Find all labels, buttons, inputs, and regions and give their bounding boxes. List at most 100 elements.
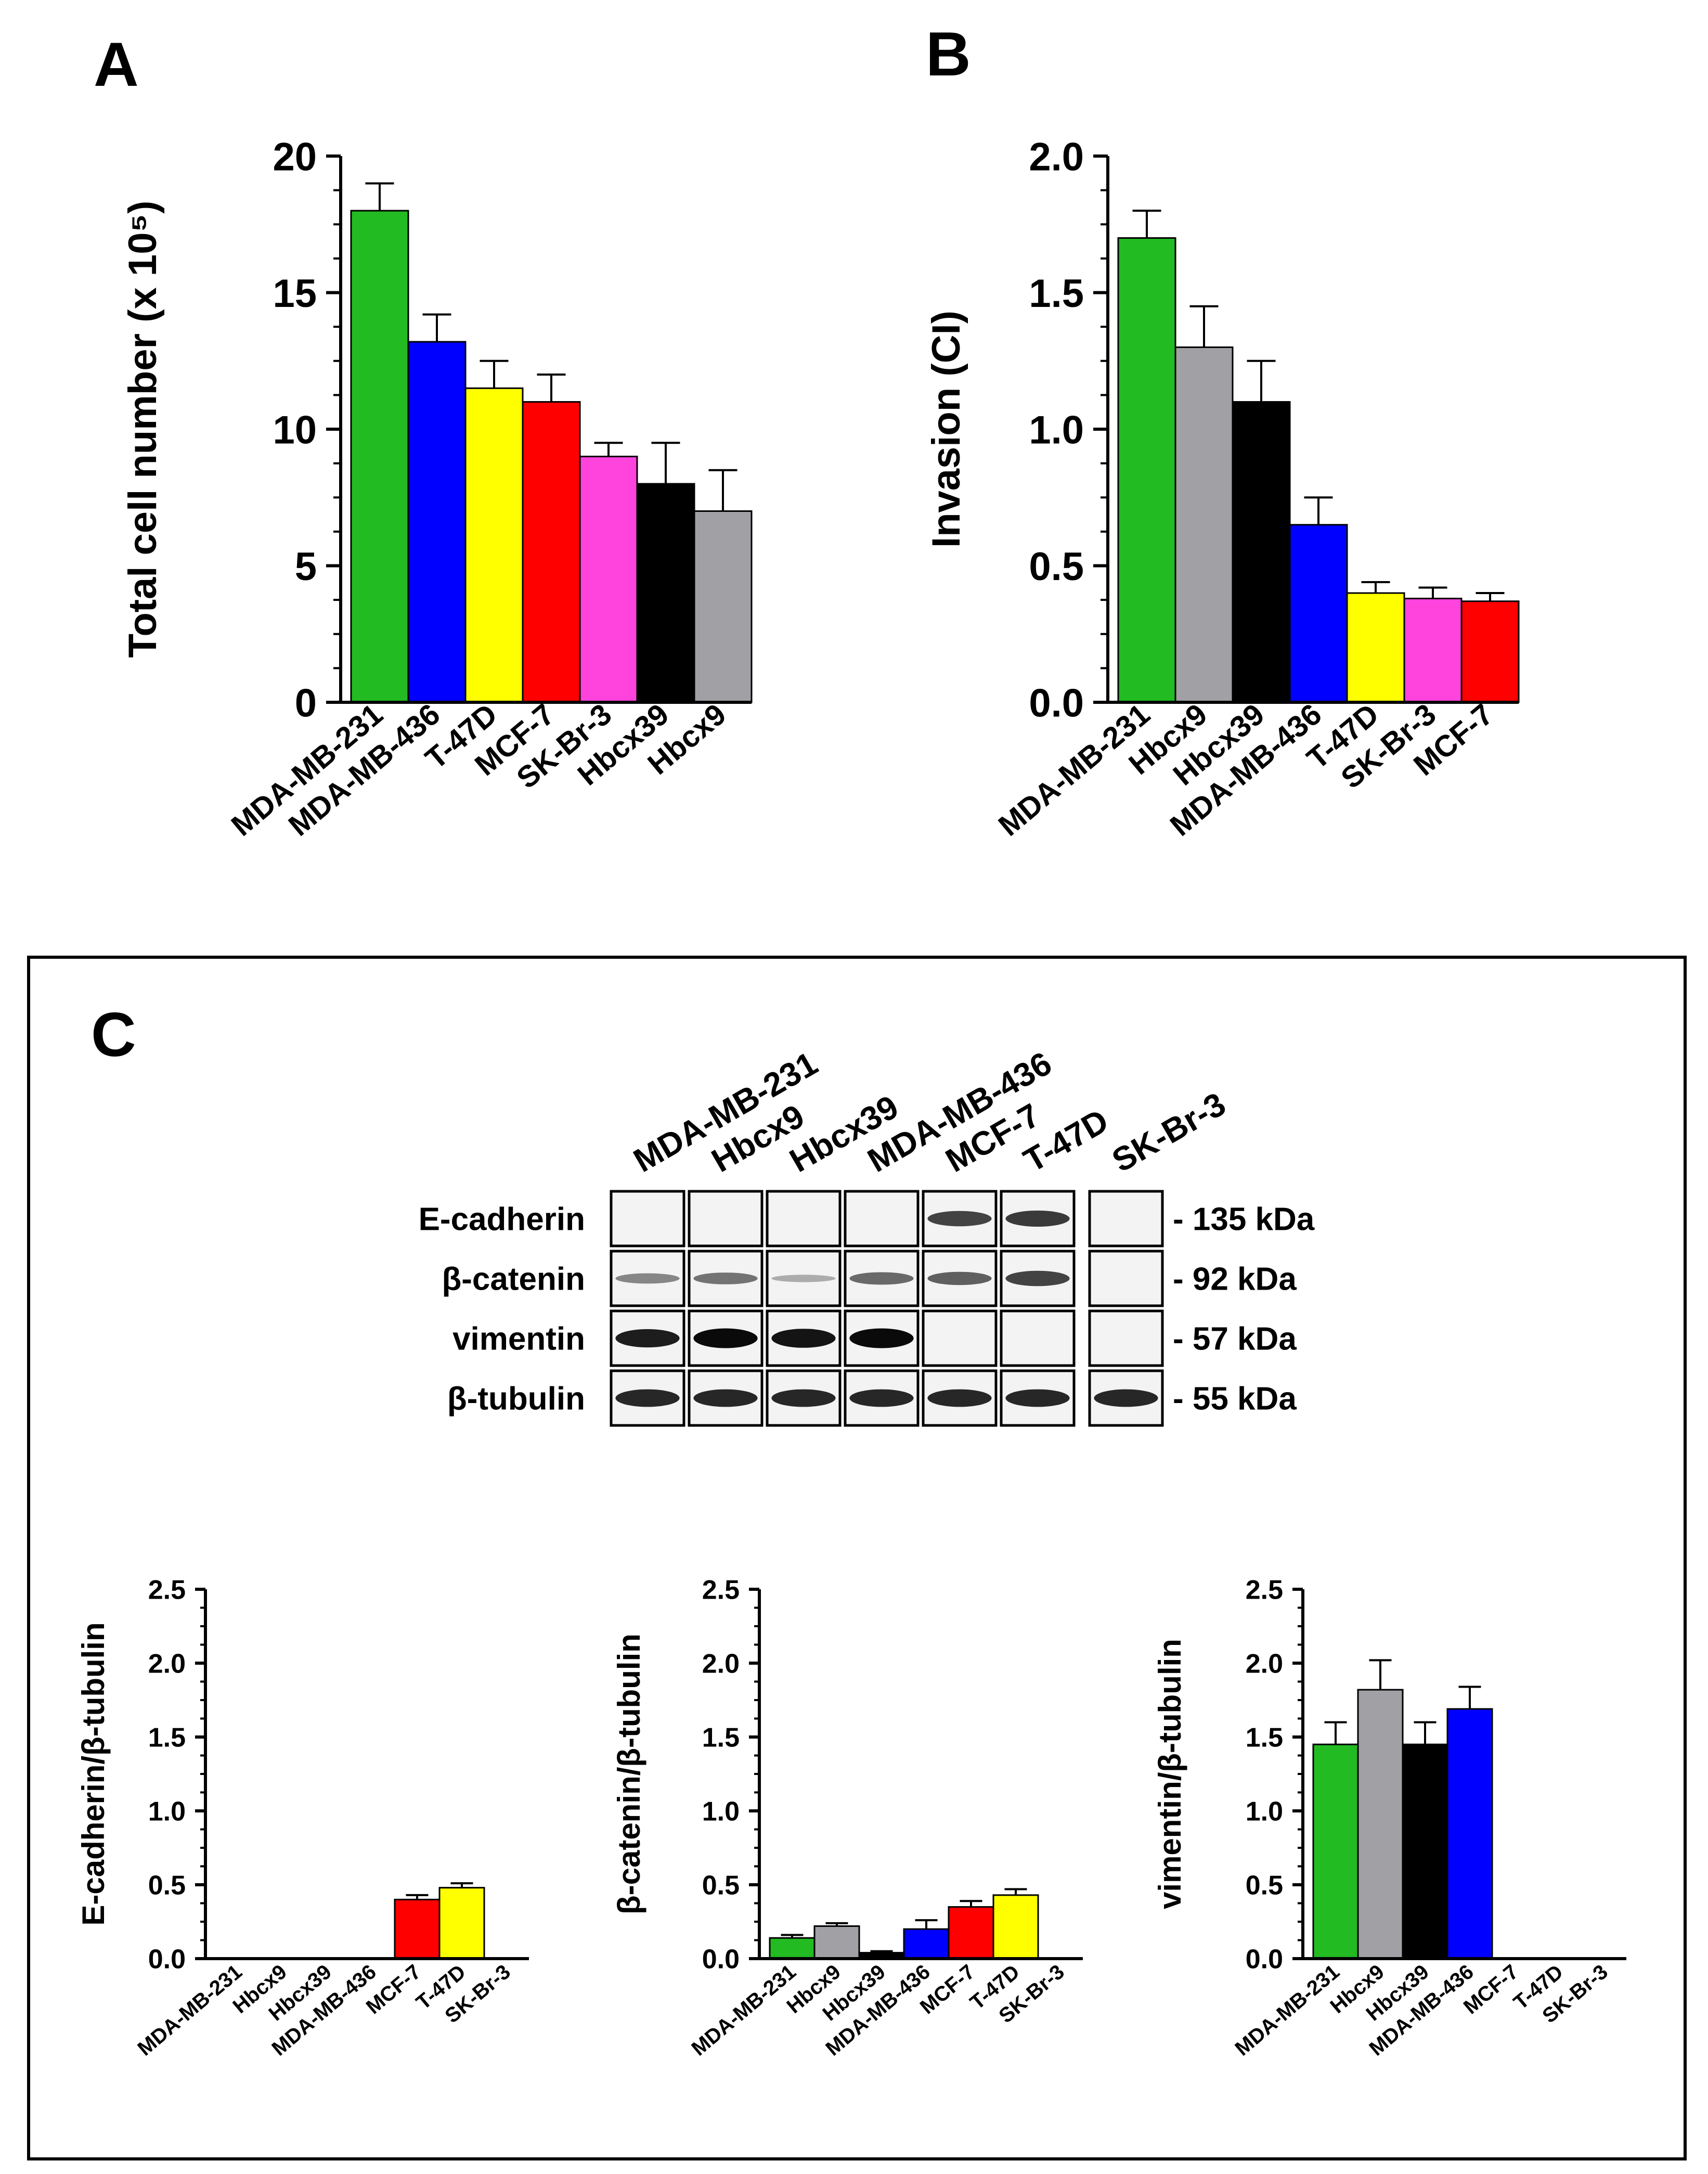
bar — [903, 1928, 950, 1960]
blot-band — [615, 1273, 680, 1284]
x-tick-label: MDA-MB-231 — [688, 1960, 800, 2060]
blot-lane-box — [1088, 1190, 1164, 1247]
blot-row-label: E-cadherin — [419, 1202, 585, 1238]
blot-band — [693, 1272, 758, 1284]
bar — [1232, 401, 1291, 703]
bar — [438, 1887, 485, 1960]
blot-band — [1094, 1389, 1158, 1407]
y-tick-label: 5 — [295, 545, 317, 589]
blot-band — [1005, 1389, 1070, 1407]
blot-band — [771, 1389, 836, 1407]
y-tick-label: 0.0 — [702, 1945, 740, 1975]
y-tick-label: 2.0 — [148, 1649, 186, 1679]
y-tick-label: 0.5 — [1029, 545, 1084, 589]
x-tick-label: MDA-MB-231 — [134, 1960, 247, 2060]
blot-size-label: - 135 kDa — [1173, 1202, 1315, 1238]
y-tick-label: 2.5 — [702, 1575, 740, 1605]
blot-band — [927, 1271, 992, 1285]
bar — [813, 1925, 860, 1960]
y-tick-label: 1.5 — [1029, 272, 1084, 316]
y-tick-label: 2.5 — [1246, 1575, 1283, 1605]
blot-row-label: vimentin — [452, 1321, 585, 1357]
y-tick-label: 0.0 — [148, 1945, 186, 1975]
blot-band — [693, 1328, 758, 1348]
y-tick-label: 1.5 — [1246, 1723, 1283, 1753]
y-tick-label: 1.0 — [148, 1797, 186, 1827]
blot-lane-box — [922, 1309, 998, 1367]
blot-band — [771, 1329, 836, 1348]
blot-band — [927, 1389, 992, 1407]
y-tick-label: 10 — [273, 408, 317, 452]
blot-band — [1005, 1270, 1070, 1287]
y-tick-label: 1.0 — [1029, 408, 1084, 452]
y-tick-label: 1.5 — [702, 1723, 740, 1753]
y-tick-label: 2.5 — [148, 1575, 186, 1605]
bar — [1460, 600, 1520, 703]
western-blot: MDA-MB-231Hbcx9Hbcx39MDA-MB-436MCF-7T-47… — [419, 1044, 1315, 1427]
bar — [394, 1898, 441, 1960]
x-tick-label: MDA-MB-231 — [1231, 1960, 1344, 2060]
chart-c3: 0.0 0.5 1.0 1.5 2.0 2.5 vimentin/β-tubulin MDA-… — [1153, 1575, 1626, 2060]
blot-band — [693, 1389, 758, 1407]
blot-size-label: - 57 kDa — [1173, 1321, 1297, 1357]
y-axis-label: vimentin/β-tubulin — [1153, 1639, 1187, 1909]
y-tick-label: 2.0 — [1029, 135, 1084, 179]
bar — [350, 210, 409, 703]
blot-lane-box — [688, 1190, 764, 1247]
y-tick-label: 1.0 — [1246, 1797, 1283, 1827]
panel-label-b: B — [926, 19, 971, 89]
bar — [1117, 237, 1176, 703]
blot-band — [615, 1329, 680, 1348]
panel-label-a: A — [94, 30, 139, 99]
blot-band — [615, 1389, 680, 1407]
blot-lane-box — [844, 1190, 920, 1247]
panel-c-frame — [27, 956, 1687, 2160]
bar — [1357, 1689, 1404, 1960]
blot-row-label: β-tubulin — [447, 1381, 585, 1417]
bar — [769, 1937, 816, 1960]
bar — [1446, 1708, 1493, 1960]
y-tick-label: 20 — [273, 135, 317, 179]
bar — [579, 456, 638, 703]
y-tick-label: 0.5 — [1246, 1871, 1283, 1901]
chart-c1: 0.0 0.5 1.0 1.5 2.0 2.5 E-cadherin/β-tubulin MD… — [76, 1575, 529, 2060]
blot-band — [849, 1389, 914, 1407]
bar — [1402, 1743, 1448, 1960]
blot-band — [927, 1211, 992, 1227]
y-tick-label: 2.0 — [702, 1649, 740, 1679]
panel-label-c: C — [91, 1000, 136, 1070]
blot-lane-box — [1088, 1309, 1164, 1367]
bar — [464, 387, 524, 703]
blot-row-label: β-catenin — [442, 1262, 585, 1297]
bar — [1346, 592, 1405, 703]
bar — [636, 483, 695, 703]
y-axis-label: Invasion (CI) — [924, 311, 968, 548]
blot-lane-box — [1000, 1309, 1076, 1367]
blot-lane-box — [1088, 1250, 1164, 1307]
y-tick-label: 0.0 — [1029, 681, 1084, 725]
y-tick-label: 1.5 — [148, 1723, 186, 1753]
y-tick-label: 15 — [273, 272, 317, 316]
y-axis-label: Total cell number (x 10⁵) — [121, 201, 165, 658]
bar — [522, 401, 581, 703]
y-tick-label: 0.0 — [1246, 1945, 1283, 1975]
y-tick-label: 1.0 — [702, 1797, 740, 1827]
y-tick-label: 0.5 — [148, 1871, 186, 1901]
blot-band — [771, 1275, 836, 1282]
blot-size-label: - 92 kDa — [1173, 1262, 1297, 1297]
blot-band — [849, 1328, 914, 1348]
y-tick-label: 0 — [295, 681, 317, 725]
bar — [1174, 346, 1234, 703]
bar — [407, 341, 467, 703]
lane-label: SK-Br-3 — [1106, 1085, 1232, 1179]
y-axis-label: E-cadherin/β-tubulin — [76, 1622, 111, 1925]
y-axis-label: β-catenin/β-tubulin — [612, 1633, 646, 1914]
bar — [948, 1906, 994, 1960]
bar — [1403, 598, 1463, 703]
blot-size-label: - 55 kDa — [1173, 1381, 1297, 1417]
blot-lane-box — [610, 1190, 685, 1247]
blot-band — [849, 1272, 914, 1285]
